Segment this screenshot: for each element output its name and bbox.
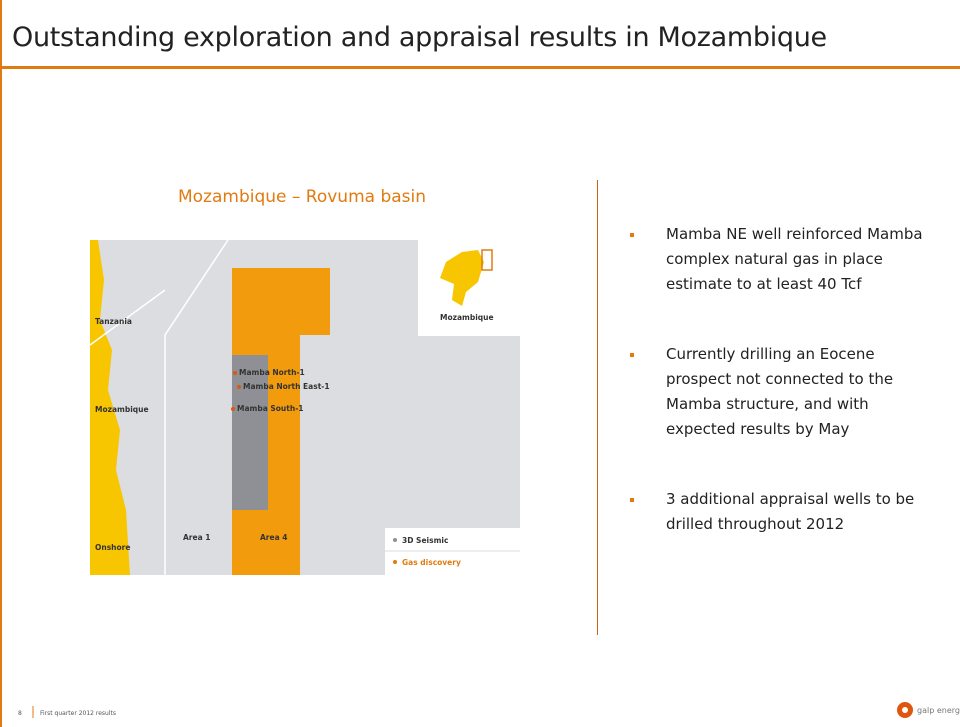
separator (597, 180, 598, 635)
bullet: Mamba NE well reinforced Mamba complex n… (630, 222, 930, 297)
bullet: Currently drilling an Eocene prospect no… (630, 342, 930, 442)
bullet-list: Mamba NE well reinforced Mamba complex n… (630, 222, 930, 582)
legend-swatch (393, 560, 397, 564)
map-label: Mamba North-1 (239, 368, 305, 377)
title-rule (0, 66, 960, 69)
slide-title: Outstanding exploration and appraisal re… (12, 22, 827, 53)
map-label: Area 4 (260, 533, 287, 542)
legend-swatch (393, 538, 397, 542)
well (231, 407, 235, 411)
map-label: Area 1 (183, 533, 210, 542)
left-border (0, 0, 2, 727)
map-label: Mamba North East-1 (243, 382, 330, 391)
map-label: Tanzania (95, 317, 132, 326)
logo-mark-inner (902, 707, 908, 713)
well (233, 371, 237, 375)
onshore (90, 240, 130, 575)
inset-country (440, 250, 484, 306)
map-label: Onshore (95, 543, 130, 552)
map-title: Mozambique – Rovuma basin (178, 187, 426, 207)
seismic-3d (232, 355, 268, 510)
boundaries (89, 239, 229, 575)
map-label: Mamba South-1 (237, 404, 304, 413)
logo-text: galp energia (917, 706, 960, 715)
bullet: 3 additional appraisal wells to be drill… (630, 487, 930, 537)
legend-entry: 3D Seismic (402, 536, 448, 545)
page-number: 8 (18, 710, 22, 717)
well (237, 385, 241, 389)
inset-label: Mozambique (440, 313, 494, 322)
legend-entry: Gas discovery (402, 558, 461, 567)
inset-box (481, 249, 493, 271)
footer-text: First quarter 2012 results (40, 710, 116, 717)
map-label: Mozambique (95, 405, 149, 414)
